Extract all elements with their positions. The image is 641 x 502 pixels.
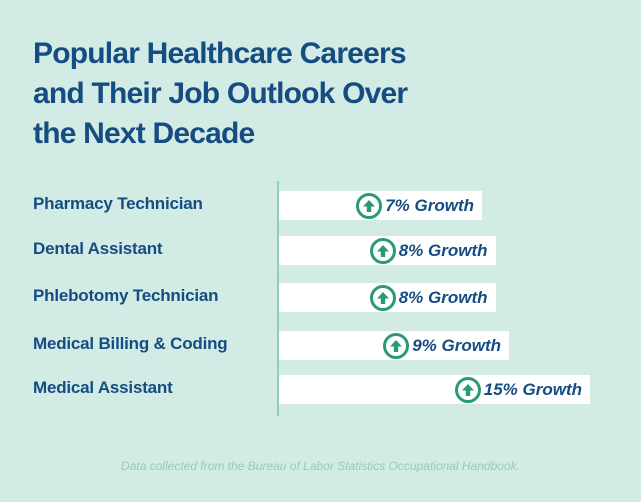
arrow-up-circle-icon [356,193,383,219]
arrow-up-circle-icon [383,333,410,359]
data-label: 15% Growth [454,373,582,407]
category-label: Medical Billing & Coding [33,334,228,353]
data-label: 9% Growth [383,329,501,363]
growth-value: 8% Growth [398,241,488,260]
arrow-up-circle-icon [369,285,396,311]
growth-value: 7% Growth [385,196,474,215]
growth-value: 15% Growth [483,380,582,399]
chart-title-line-1: Popular Healthcare Careers [33,37,407,70]
source-note: Data collected from the Bureau of Labor … [121,459,520,473]
growth-value: 9% Growth [412,336,501,355]
growth-value: 8% Growth [398,288,488,307]
category-label: Pharmacy Technician [33,194,203,213]
category-label: Dental Assistant [33,239,163,258]
bar [279,375,590,404]
chart-title: Popular Healthcare Careers and Their Job… [33,34,553,154]
chart-title-line-3: the Next Decade [33,117,255,150]
data-label: 7% Growth [356,189,474,223]
arrow-up-circle-icon [369,238,396,264]
chart-title-line-2: and Their Job Outlook Over [33,77,408,110]
arrow-up-circle-icon [454,377,481,403]
data-label: 8% Growth [369,234,488,268]
data-label: 8% Growth [369,281,488,315]
category-label: Phlebotomy Technician [33,286,219,305]
y-axis-line [277,181,279,416]
category-label: Medical Assistant [33,378,173,397]
